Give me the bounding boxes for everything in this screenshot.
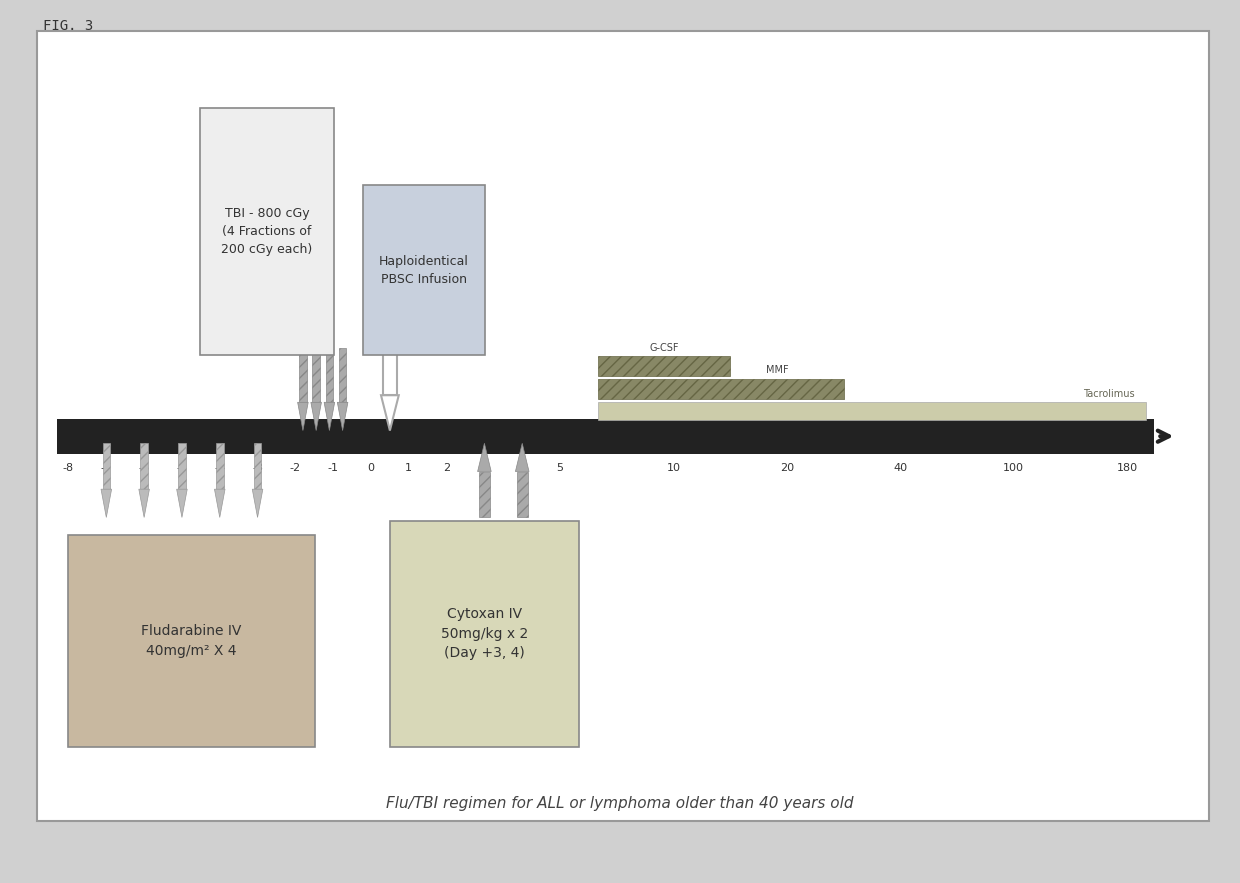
FancyBboxPatch shape [201, 108, 334, 355]
Bar [517, 472, 527, 517]
Text: 40: 40 [893, 463, 908, 473]
Text: Fludarabine IV
40mg/m² X 4: Fludarabine IV 40mg/m² X 4 [141, 624, 242, 658]
Bar [312, 348, 320, 403]
Bar [479, 472, 490, 517]
Text: -4: -4 [215, 463, 226, 473]
Text: Flu/TBI regimen for ALL or lymphoma older than 40 years old: Flu/TBI regimen for ALL or lymphoma olde… [386, 796, 854, 811]
Bar [216, 443, 223, 489]
Text: 180: 180 [1116, 463, 1138, 473]
Bar [598, 403, 1146, 420]
Text: Cytoxan IV
50mg/kg x 2
(Day +3, 4): Cytoxan IV 50mg/kg x 2 (Day +3, 4) [440, 608, 528, 660]
Polygon shape [100, 489, 112, 517]
Text: 10: 10 [666, 463, 681, 473]
Text: 20: 20 [780, 463, 794, 473]
Text: MMF: MMF [766, 366, 789, 375]
Text: -6: -6 [139, 463, 150, 473]
Polygon shape [477, 443, 491, 472]
Bar [140, 443, 148, 489]
Bar [339, 348, 346, 403]
Polygon shape [337, 403, 348, 431]
Polygon shape [381, 396, 399, 431]
Bar [179, 443, 186, 489]
Text: Tacrolimus: Tacrolimus [1083, 389, 1135, 399]
Polygon shape [298, 403, 309, 431]
Polygon shape [516, 443, 529, 472]
Bar [326, 348, 334, 403]
Text: -1: -1 [327, 463, 339, 473]
Polygon shape [176, 489, 187, 517]
Polygon shape [252, 489, 263, 517]
Text: Haploidentical
PBSC Infusion: Haploidentical PBSC Infusion [379, 254, 469, 286]
Text: TBI - 800 cGy
(4 Fractions of
200 cGy each): TBI - 800 cGy (4 Fractions of 200 cGy ea… [222, 207, 312, 256]
Text: 3: 3 [481, 463, 487, 473]
Polygon shape [311, 403, 321, 431]
Polygon shape [324, 403, 335, 431]
Text: -8: -8 [63, 463, 74, 473]
Text: 5: 5 [557, 463, 563, 473]
Text: 1: 1 [405, 463, 412, 473]
Bar [254, 443, 262, 489]
Text: FIG. 3: FIG. 3 [43, 19, 94, 34]
Bar [598, 379, 843, 399]
Bar [598, 357, 730, 376]
FancyBboxPatch shape [68, 535, 315, 747]
Bar [299, 348, 306, 403]
Text: G-CSF: G-CSF [650, 343, 678, 353]
Bar [103, 443, 110, 489]
Text: 100: 100 [1003, 463, 1024, 473]
Text: -2: -2 [290, 463, 301, 473]
Bar [57, 419, 1153, 454]
Bar [383, 348, 397, 396]
Text: 4: 4 [518, 463, 526, 473]
Polygon shape [139, 489, 149, 517]
Text: 0: 0 [367, 463, 374, 473]
Text: -7: -7 [100, 463, 112, 473]
FancyBboxPatch shape [363, 185, 485, 355]
Text: -3: -3 [252, 463, 263, 473]
Polygon shape [215, 489, 224, 517]
Text: 2: 2 [443, 463, 450, 473]
FancyBboxPatch shape [389, 521, 579, 747]
Text: -5: -5 [176, 463, 187, 473]
